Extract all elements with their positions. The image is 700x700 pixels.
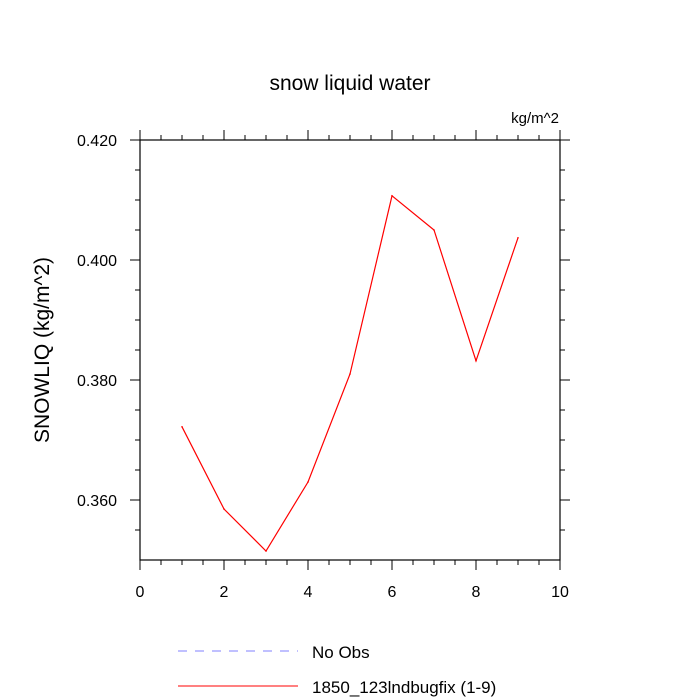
y-tick-label: 0.380 [77,373,117,390]
x-tick-label: 10 [551,584,569,601]
y-tick-label: 0.360 [77,493,117,510]
units-label: kg/m^2 [511,110,559,127]
y-tick-label: 0.420 [77,133,117,150]
x-tick-label: 2 [220,584,229,601]
data-point [307,481,309,483]
series-layer [181,194,519,552]
x-tick-label: 6 [388,584,397,601]
chart-title: snow liquid water [269,72,430,95]
legend-label: 1850_123lndbugfix (1-9) [312,678,496,697]
legend-label: No Obs [312,643,370,662]
data-point [349,373,351,375]
data-point [391,195,393,197]
axis-tick-labels: 0 2 4 6 8 10 0.360 0.380 0.400 0.420 [77,133,569,601]
data-point [265,550,267,552]
x-tick-label: 0 [136,584,145,601]
data-point [223,508,225,510]
y-tick-label: 0.400 [77,253,117,270]
axis-ticks [130,130,570,570]
legend: No Obs 1850_123lndbugfix (1-9) [178,643,496,697]
x-tick-label: 4 [304,584,313,601]
data-point [433,229,435,231]
data-point [475,360,477,362]
data-point [181,426,183,428]
y-axis-label: SNOWLIQ (kg/m^2) [31,257,54,443]
x-tick-label: 8 [472,584,481,601]
data-point [517,237,519,239]
plot-frame [139,139,561,561]
